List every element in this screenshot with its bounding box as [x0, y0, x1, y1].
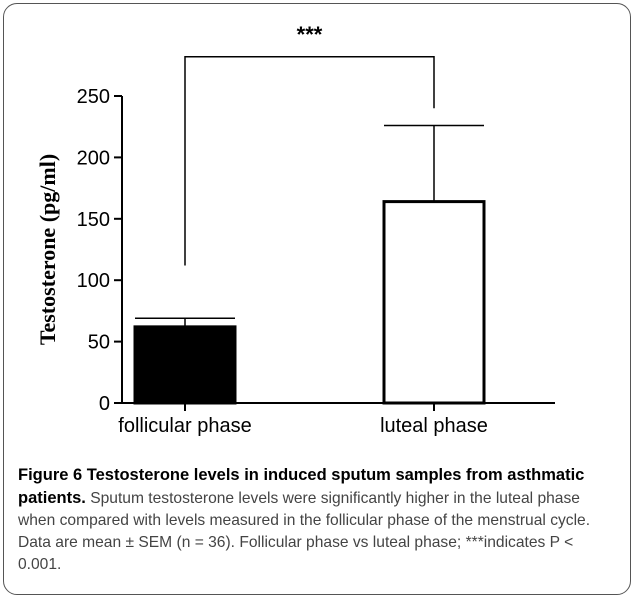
y-tick-label: 200 — [77, 147, 110, 169]
y-tick-label: 150 — [77, 209, 110, 231]
y-tick-label: 0 — [99, 393, 110, 415]
y-axis-label: Testosterone (pg/ml) — [35, 154, 60, 345]
caption-body: Sputum testosterone levels were signific… — [18, 490, 591, 573]
bar-0 — [133, 325, 237, 405]
y-tick-label: 250 — [77, 86, 110, 108]
caption-title: Figure 6 Testosterone levels in induced … — [18, 466, 585, 507]
x-tick-label: luteal phase — [380, 415, 488, 437]
y-tick-label: 50 — [88, 332, 110, 354]
significance-label: *** — [297, 22, 323, 47]
figure-frame — [3, 3, 631, 595]
y-tick-label: 100 — [77, 270, 110, 292]
significance-bracket — [184, 55, 435, 266]
x-tick-label: follicular phase — [118, 415, 251, 437]
bar-chart: 0 50 100 150 200 250 Testosterone (pg/ml) folli… — [35, 22, 555, 437]
figure-caption: Figure 6 Testosterone levels in induced … — [18, 464, 618, 576]
bar-1 — [382, 200, 486, 405]
